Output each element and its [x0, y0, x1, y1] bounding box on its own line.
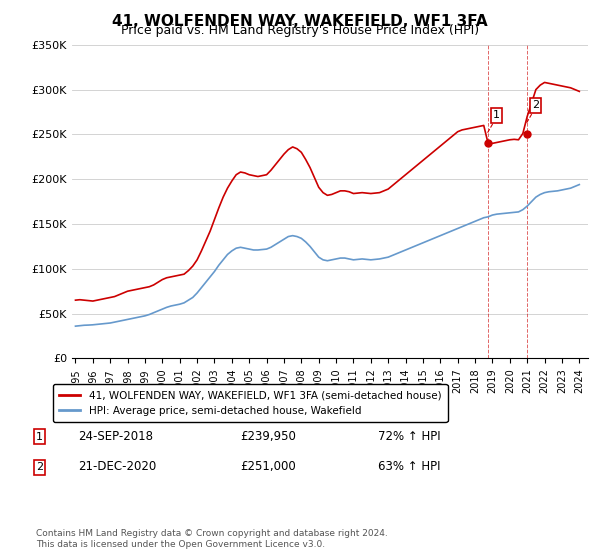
Text: Price paid vs. HM Land Registry's House Price Index (HPI): Price paid vs. HM Land Registry's House …: [121, 24, 479, 37]
Text: 63% ↑ HPI: 63% ↑ HPI: [378, 460, 440, 473]
Text: 24-SEP-2018: 24-SEP-2018: [78, 430, 153, 442]
Text: Contains HM Land Registry data © Crown copyright and database right 2024.
This d: Contains HM Land Registry data © Crown c…: [36, 529, 388, 549]
Text: 2: 2: [36, 463, 43, 473]
Text: £251,000: £251,000: [240, 460, 296, 473]
Text: 72% ↑ HPI: 72% ↑ HPI: [378, 430, 440, 442]
Text: 2: 2: [532, 100, 539, 110]
Text: 21-DEC-2020: 21-DEC-2020: [78, 460, 156, 473]
Text: 41, WOLFENDEN WAY, WAKEFIELD, WF1 3FA: 41, WOLFENDEN WAY, WAKEFIELD, WF1 3FA: [112, 14, 488, 29]
Text: 1: 1: [493, 110, 500, 120]
Text: £239,950: £239,950: [240, 430, 296, 442]
Text: 1: 1: [36, 432, 43, 442]
Legend: 41, WOLFENDEN WAY, WAKEFIELD, WF1 3FA (semi-detached house), HPI: Average price,: 41, WOLFENDEN WAY, WAKEFIELD, WF1 3FA (s…: [53, 384, 448, 422]
